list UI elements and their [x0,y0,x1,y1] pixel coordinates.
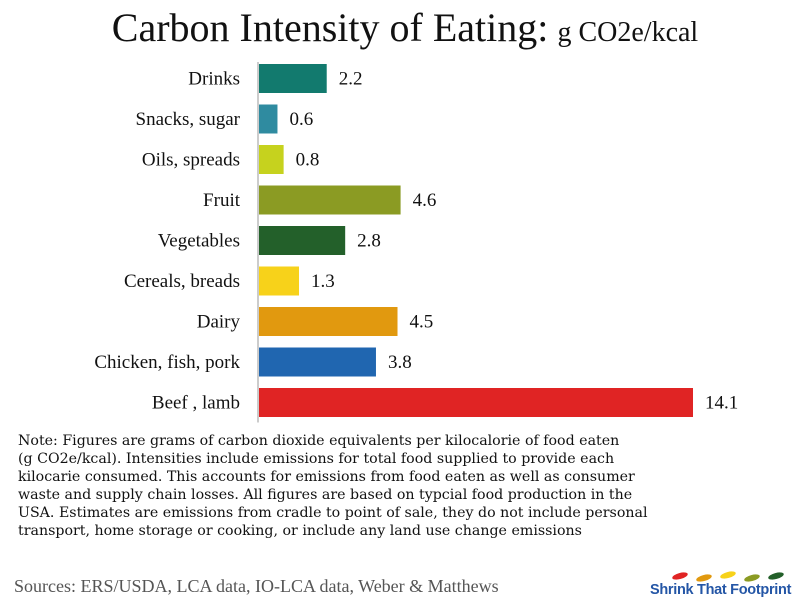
footprint-mark [768,572,784,580]
chart-title-main: Carbon Intensity of Eating: [111,5,549,50]
category-label: Vegetables [158,231,240,252]
value-label: 0.8 [296,150,320,171]
chart-title: Carbon Intensity of Eating: g CO2e/kcal [0,2,810,62]
category-label: Snacks, sugar [136,109,241,130]
category-label: Dairy [197,312,241,333]
value-label: 3.8 [388,352,412,373]
category-label: Cereals, breads [124,271,240,292]
category-label: Beef , lamb [152,393,240,414]
footprint-marks-icon [672,571,784,582]
value-label: 2.2 [339,69,363,90]
footprint-mark [672,572,688,580]
value-label: 0.6 [289,109,313,130]
bar-beef-lamb [259,388,693,417]
category-label: Fruit [203,190,241,211]
chart-note: Note: Figures are grams of carbon dioxid… [18,433,648,539]
footprint-mark [696,574,712,582]
bar-chart: Drinks 2.2 Snacks, sugar 0.6 Oils, spreads 0.… [94,62,738,423]
value-label: 4.5 [410,312,434,333]
value-label: 2.8 [357,231,381,252]
bar-drinks [259,64,327,93]
chart-title-unit: g CO2e/kcal [557,17,699,48]
category-label: Drinks [188,69,240,90]
footprint-mark [720,571,736,579]
category-label: Chicken, fish, pork [94,352,240,373]
value-label: 4.6 [413,190,437,211]
bar-chicken-fish-pork [259,347,376,377]
sources-line: Sources: ERS/USDA, LCA data, IO-LCA data… [14,576,499,596]
shrink-that-footprint-logo: Shrink That Footprint [650,566,808,604]
bar-vegetables [259,226,346,255]
bar-cereals-breads [259,266,300,296]
bar-dairy [259,307,398,336]
bar-snacks-sugar [259,104,278,134]
footprint-mark [744,574,760,582]
logo-text: Shrink That Footprint [650,582,792,598]
category-label: Oils, spreads [142,150,240,171]
bar-fruit [259,185,401,215]
bar-oils-spreads [259,145,284,174]
value-label: 14.1 [705,393,738,414]
value-label: 1.3 [311,271,335,292]
